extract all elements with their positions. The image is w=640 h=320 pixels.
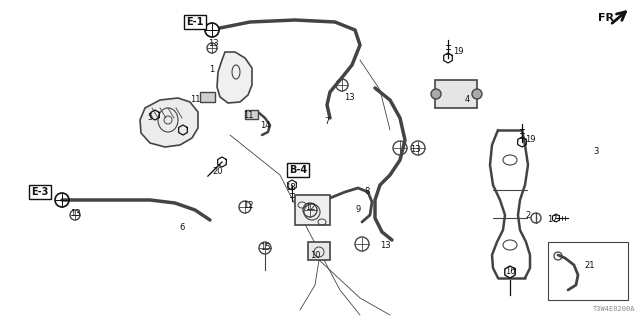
Text: 20: 20 — [212, 167, 223, 177]
Text: 13: 13 — [410, 146, 420, 155]
Text: 3: 3 — [593, 148, 598, 156]
Text: 12: 12 — [243, 201, 253, 210]
Text: 16: 16 — [505, 268, 515, 276]
Text: 11: 11 — [243, 111, 253, 121]
Bar — [435, 80, 477, 108]
Text: 9: 9 — [355, 205, 360, 214]
Text: 8: 8 — [364, 188, 370, 196]
Bar — [200, 92, 215, 102]
Circle shape — [472, 89, 482, 99]
Text: E-3: E-3 — [31, 187, 49, 197]
Text: 17: 17 — [547, 215, 557, 225]
Text: 11: 11 — [189, 95, 200, 105]
Text: 7: 7 — [324, 117, 330, 126]
Polygon shape — [140, 98, 198, 147]
Text: 10: 10 — [310, 252, 320, 260]
Text: T3W4E0200A: T3W4E0200A — [593, 306, 635, 312]
Text: 13: 13 — [344, 92, 355, 101]
Bar — [295, 195, 330, 225]
Text: 15: 15 — [260, 244, 270, 252]
Text: E-1: E-1 — [186, 17, 204, 27]
Text: FR.: FR. — [598, 13, 618, 23]
Bar — [548, 242, 628, 300]
Text: 19: 19 — [525, 135, 535, 145]
Text: B-4: B-4 — [289, 165, 307, 175]
Text: 5: 5 — [147, 114, 152, 123]
Text: 2: 2 — [525, 211, 531, 220]
Text: 13: 13 — [208, 39, 218, 49]
Text: 19: 19 — [452, 47, 463, 57]
Text: 12: 12 — [305, 204, 316, 212]
Text: 13: 13 — [70, 209, 80, 218]
Circle shape — [431, 89, 441, 99]
Polygon shape — [217, 52, 252, 103]
Bar — [308, 242, 330, 260]
Text: 21: 21 — [585, 260, 595, 269]
Bar — [245, 110, 258, 119]
Text: 6: 6 — [179, 223, 185, 233]
Text: 1: 1 — [209, 66, 214, 75]
Text: 14: 14 — [260, 121, 270, 130]
Text: 4: 4 — [465, 95, 470, 105]
Text: 18: 18 — [285, 183, 295, 193]
Text: 13: 13 — [380, 241, 390, 250]
